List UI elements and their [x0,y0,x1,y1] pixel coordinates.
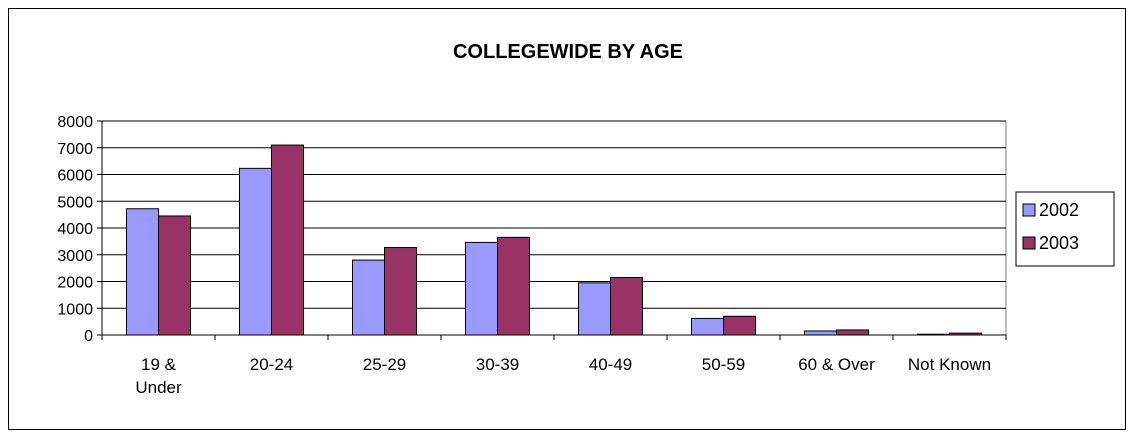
y-tick-label: 1000 [57,301,93,318]
bar-2003-4 [610,276,643,336]
bar-2002-1 [239,167,272,336]
y-tick-label: 2000 [57,275,93,292]
bar-2003-6 [836,329,869,336]
y-tick-label: 0 [84,328,93,345]
legend: 2002 2003 [1015,191,1115,267]
bar-2002-5 [691,317,724,336]
bar-2003-5 [723,315,756,336]
legend-label-2002: 2002 [1039,200,1079,220]
bar-2003-0 [158,215,191,336]
y-tick-label: 6000 [57,168,93,185]
bar-2002-6 [804,330,837,336]
y-tick-label: 3000 [57,248,93,265]
y-tick-label: 8000 [57,114,93,131]
bar-2003-3 [497,236,530,336]
y-tick-label: 5000 [57,194,93,211]
plot-area: 0 1000 2000 3000 4000 5000 6000 7000 8000 19 & Und… [57,114,1007,397]
legend-label-2003: 2003 [1039,233,1079,253]
y-tick-label: 4000 [57,221,93,238]
bar-2002-2 [352,259,385,336]
x-tick-label: 30-39 [476,355,519,374]
y-tick-label: 7000 [57,141,93,158]
x-tick-label: 25-29 [363,355,406,374]
x-tick-label: 19 & Under [135,355,182,397]
bar-2003-2 [384,247,417,336]
bar-2002-3 [465,241,498,336]
legend-swatch-2002 [1022,203,1036,217]
bar-2003-1 [271,144,304,336]
legend-swatch-2003 [1022,236,1036,250]
x-tick-label: 50-59 [702,355,745,374]
x-tick-label: Not Known [908,355,991,374]
bar-2002-4 [578,282,611,336]
chart-title: COLLEGEWIDE BY AGE [453,41,683,63]
x-tick-label: 40-49 [589,355,632,374]
x-tick-label: 20-24 [250,355,293,374]
x-tick-label: 60 & Over [798,355,875,374]
bar-2002-0 [126,208,159,336]
